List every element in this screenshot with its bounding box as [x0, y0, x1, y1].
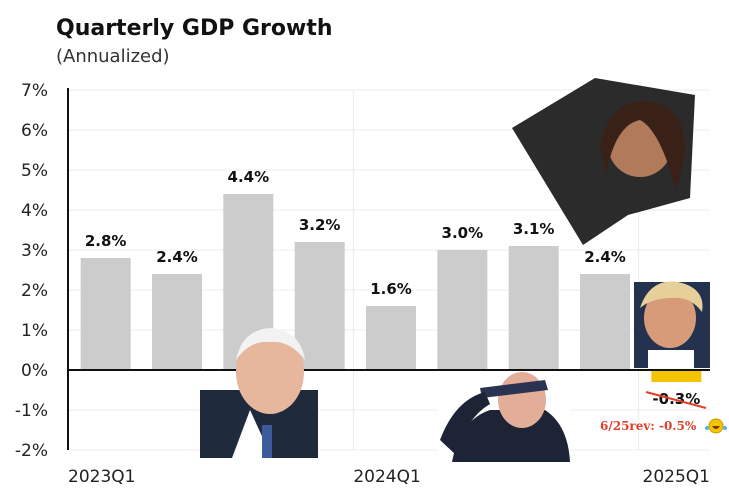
- data-label: 3.1%: [513, 220, 555, 238]
- bar-2024Q4: [580, 274, 630, 370]
- bar-2024Q2: [437, 250, 488, 370]
- bar-2023Q2: [152, 274, 202, 370]
- data-label: 4.4%: [228, 168, 270, 186]
- y-tick-label: 4%: [21, 201, 48, 221]
- x-axis-ticks: 2023Q1 2024Q1 2025Q1: [68, 467, 710, 487]
- chart-title: Quarterly GDP Growth: [56, 16, 333, 41]
- x-tick-label: 2025Q1: [643, 467, 710, 487]
- photo-right: [634, 281, 710, 368]
- y-tick-label: 1%: [21, 321, 48, 341]
- bar-2024Q3: [508, 246, 559, 370]
- data-label: 2.4%: [584, 248, 626, 266]
- x-tick-label: 2023Q1: [68, 467, 135, 487]
- bar-2025Q1: [651, 370, 702, 382]
- y-tick-label: 0%: [21, 361, 48, 381]
- data-label: 3.2%: [299, 216, 341, 234]
- y-tick-label: -2%: [15, 441, 48, 461]
- bar-2024Q1: [366, 306, 416, 370]
- y-tick-label: 3%: [21, 241, 48, 261]
- revision-annotation: 6/25rev: -0.5%: [600, 419, 697, 433]
- bar-2023Q4: [294, 242, 345, 370]
- data-label: 2.4%: [156, 248, 198, 266]
- annotation-strike: [645, 391, 707, 409]
- data-label: 3.0%: [442, 224, 484, 242]
- y-tick-label: -1%: [15, 401, 48, 421]
- y-tick-label: 2%: [21, 281, 48, 301]
- photo-bottom-left: [200, 328, 318, 458]
- photo-bottom-center: [438, 372, 570, 464]
- photo-top-right: [512, 78, 695, 245]
- laughing-emoji-icon: [705, 418, 727, 434]
- y-tick-label: 7%: [21, 81, 48, 101]
- y-axis-ticks: 7% 6% 5% 4% 3% 2% 1% 0% -1% -2%: [15, 81, 48, 461]
- data-labels: 2.8%2.4%4.4%3.2%1.6%3.0% 3.1%2.4%-0.3%: [85, 168, 700, 408]
- y-tick-label: 5%: [21, 161, 48, 181]
- bar-2023Q1: [80, 258, 131, 370]
- data-label: 1.6%: [370, 280, 412, 298]
- data-label: 2.8%: [85, 232, 127, 250]
- y-tick-label: 6%: [21, 121, 48, 141]
- chart-subtitle: (Annualized): [56, 46, 170, 67]
- x-tick-label: 2024Q1: [353, 467, 420, 487]
